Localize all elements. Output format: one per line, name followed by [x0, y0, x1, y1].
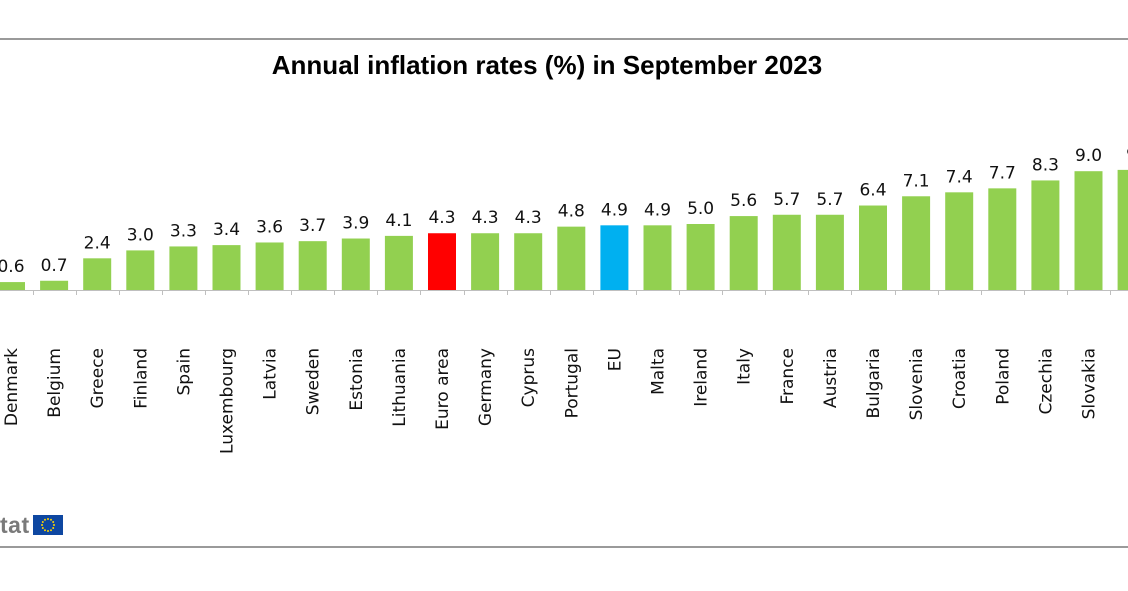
data-label: 4.1 — [385, 211, 412, 231]
bar-germany — [471, 233, 500, 290]
data-label: 0.6 — [0, 257, 25, 277]
tick-label: Luxembourg — [218, 348, 238, 454]
data-label: 9 — [1126, 145, 1128, 165]
data-label: 3.9 — [342, 214, 369, 234]
data-label: 0.7 — [41, 256, 68, 276]
bar-malta — [643, 225, 672, 290]
tick-label: Euro area — [433, 348, 453, 430]
tick-label: Portugal — [562, 348, 582, 418]
bar-eu — [600, 225, 629, 290]
data-label: 4.3 — [515, 208, 542, 228]
bar-austria — [815, 214, 844, 290]
data-label: 3.3 — [170, 221, 197, 241]
bar-estonia — [341, 238, 370, 290]
tick-label: Denmark — [2, 348, 22, 426]
data-label: 8.3 — [1032, 155, 1059, 175]
data-label: 3.7 — [299, 216, 326, 236]
tick-label: Italy — [735, 348, 755, 385]
data-label: 7.1 — [903, 171, 930, 191]
tick-label: Greece — [88, 348, 108, 409]
tick-label: Lithuania — [390, 348, 410, 427]
data-label: 4.9 — [644, 200, 671, 220]
eu-flag-icon — [32, 515, 63, 535]
bar-sweden — [298, 241, 327, 290]
tick-label: Malta — [649, 348, 669, 395]
tick-label: France — [778, 348, 798, 405]
tick-label: Sweden — [304, 348, 324, 415]
data-label: 3.6 — [256, 217, 283, 237]
bar-poland — [988, 188, 1017, 290]
tick-label: Spain — [174, 348, 194, 396]
data-label: 7.4 — [946, 167, 973, 187]
bar-belgium — [40, 280, 69, 290]
tick-label: Finland — [131, 348, 151, 409]
bar-denmark — [0, 282, 25, 290]
data-label: 5.6 — [730, 191, 757, 211]
bar-croatia — [945, 192, 974, 290]
data-label: 2.4 — [84, 233, 111, 253]
tick-label: Latvia — [261, 348, 281, 400]
bar-luxembourg — [212, 245, 241, 290]
bar-spain — [169, 246, 198, 290]
tick-label: Belgium — [45, 348, 65, 418]
bar-czechia — [1031, 180, 1060, 290]
tick-label: Ireland — [692, 348, 712, 407]
eurostat-logo: tat — [0, 512, 63, 538]
bar-ireland — [686, 224, 715, 290]
bar-france — [772, 214, 801, 290]
top-border — [0, 38, 1128, 40]
bar-lithuania — [384, 235, 413, 290]
bar-greece — [83, 258, 112, 290]
tick-label: Czechia — [1036, 348, 1056, 415]
bar-bulgaria — [859, 205, 887, 290]
logo-text: tat — [0, 511, 30, 538]
data-label: 9.0 — [1075, 146, 1102, 166]
data-label: 6.4 — [859, 181, 886, 201]
tick-label: EU — [605, 348, 625, 371]
tick-label: Slovenia — [907, 348, 927, 420]
tick-label: Estonia — [347, 348, 367, 411]
tick-label: Bulgaria — [864, 348, 884, 419]
data-label: 5.7 — [773, 190, 800, 210]
bar-italy — [729, 216, 758, 290]
bar-26 — [1117, 169, 1128, 290]
tick-label: Austria — [821, 348, 841, 408]
data-label: 4.3 — [472, 208, 499, 228]
bar-latvia — [255, 242, 284, 290]
bottom-border — [0, 546, 1128, 548]
data-label: 3.0 — [127, 225, 154, 245]
bar-slovenia — [902, 196, 931, 290]
chart-title: Annual inflation rates (%) in September … — [271, 50, 823, 80]
data-label: 5.0 — [687, 199, 714, 219]
tick-label: Slovakia — [1080, 348, 1100, 419]
tick-label: Poland — [993, 348, 1013, 405]
data-label: 7.7 — [989, 163, 1016, 183]
bar-euro-area — [428, 233, 456, 290]
data-label: 4.8 — [558, 202, 585, 222]
data-label: 5.7 — [816, 190, 843, 210]
tick-label: Cyprus — [519, 348, 539, 407]
bar-slovakia — [1074, 171, 1103, 290]
bar-cyprus — [514, 233, 543, 290]
bar-finland — [126, 250, 155, 290]
data-label: 4.3 — [428, 208, 455, 228]
data-label: 3.4 — [213, 220, 240, 240]
tick-label: Croatia — [950, 348, 970, 409]
tick-label: Germany — [476, 348, 496, 426]
data-label: 4.9 — [601, 200, 628, 220]
bar-portugal — [557, 226, 586, 290]
